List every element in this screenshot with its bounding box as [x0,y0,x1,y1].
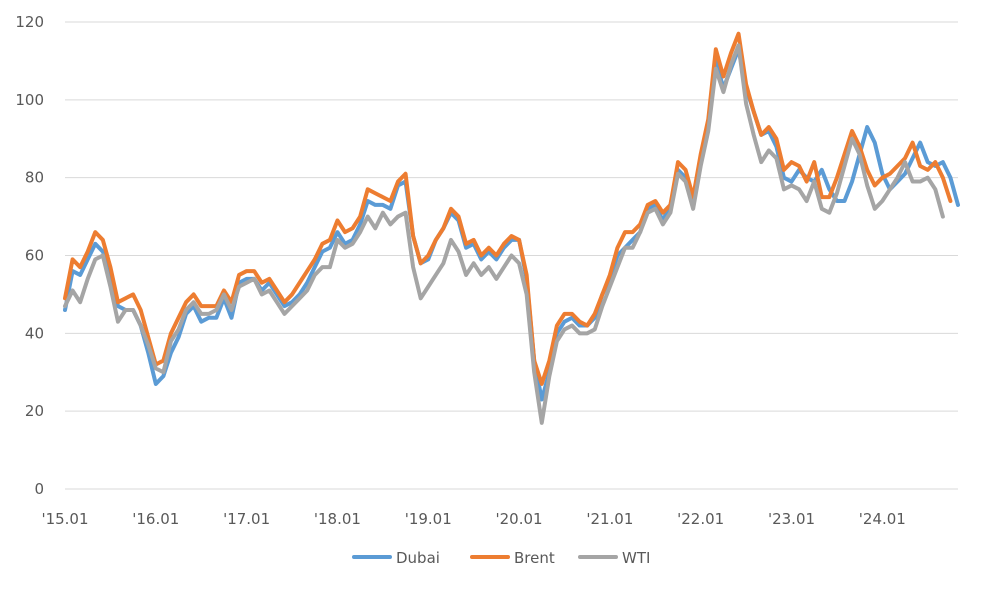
x-tick-label: '18.01 [314,510,361,528]
y-axis-tick-labels: 0 20 40 60 80 100 120 [15,13,44,498]
x-tick-label: '20.01 [496,510,543,528]
series-lines [63,31,960,425]
legend-label-wti: WTI [622,549,650,567]
x-tick-label: '17.01 [223,510,270,528]
series-line-wti [63,43,945,425]
y-tick-label: 80 [25,169,44,187]
x-tick-label: '21.01 [586,510,633,528]
x-axis-tick-labels: '15.01 '16.01 '17.01 '18.01 '19.01 '20.01 '21.… [41,510,905,528]
x-tick-label: '19.01 [405,510,452,528]
y-tick-label: 20 [25,402,44,420]
series-line-brent [63,31,953,386]
legend-label-brent: Brent [514,549,555,567]
y-tick-label: 0 [34,480,44,498]
x-tick-label: '16.01 [132,510,179,528]
y-tick-label: 60 [25,247,44,265]
gridlines [65,21,958,490]
y-tick-label: 40 [25,324,44,342]
x-tick-label: '15.01 [41,510,88,528]
x-tick-label: '24.01 [859,510,906,528]
x-tick-label: '23.01 [768,510,815,528]
x-tick-label: '22.01 [677,510,724,528]
legend-label-dubai: Dubai [396,549,440,567]
y-tick-label: 120 [15,13,44,31]
legend: Dubai Brent WTI [352,549,650,567]
series-line-dubai [63,47,960,402]
y-tick-label: 100 [15,91,44,109]
